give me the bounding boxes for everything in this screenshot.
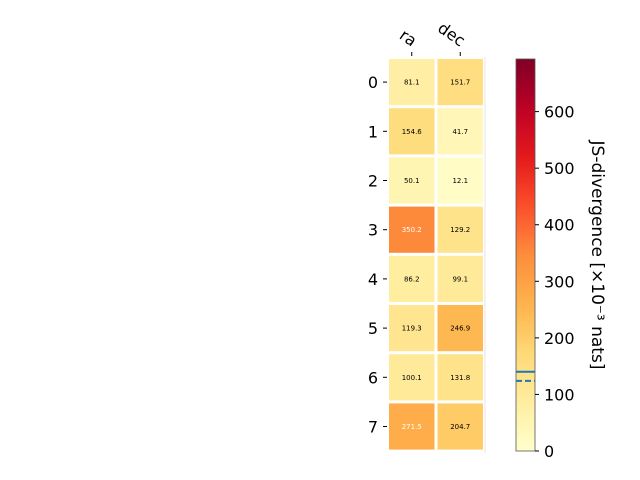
colorbar-tick-label: 200 [544,329,575,348]
colorbar-tick-label: 600 [544,103,575,122]
colorbar-tick-label: 500 [544,159,575,178]
y-axis-tick-label: 7 [368,418,378,437]
cell-value-label: 246.9 [450,325,470,333]
heatmap-cell [437,206,483,253]
heatmap-cell [437,59,483,106]
heatmap-cell [389,305,435,352]
x-axis-tick-labels: ra dec [396,18,469,56]
x-axis-tick-label: ra [396,25,420,50]
colorbar-tick-label: 100 [544,385,575,404]
heatmap-cells [389,57,486,453]
colorbar-label: JS-divergence [×10⁻³ nats] [587,140,607,370]
cell-value-label: 271.5 [402,423,422,431]
heatmap-cell [437,108,483,155]
cell-value-label: 99.1 [452,275,468,283]
cell-value-label: 12.1 [452,177,468,185]
heatmap-cell [437,157,483,204]
heatmap-cell-labels: 81.1 151.7 154.6 41.7 50.1 12.1 350.2 129.2 86.2… [402,79,471,431]
colorbar-tick-label: 0 [544,442,554,461]
heatmap-cell [437,403,483,450]
heatmap-cell [389,206,435,253]
y-axis-tick-label: 6 [368,368,378,387]
cell-value-label: 204.7 [450,423,470,431]
cell-value-label: 86.2 [404,275,420,283]
heatmap-cell [389,59,435,106]
y-axis-tick-label: 3 [368,221,378,240]
heatmap-cell [437,305,483,352]
y-axis-tick-label: 4 [368,270,378,289]
cell-value-label: 41.7 [452,128,468,136]
cell-value-label: 154.6 [402,128,423,136]
heatmap-cell [389,403,435,450]
y-axis-tick-label: 1 [368,122,378,141]
heatmap-cell [437,354,483,401]
cell-value-label: 100.1 [402,374,422,382]
heatmap-cell [389,354,435,401]
x-axis-tick-label: dec [434,18,468,50]
heatmap-cell [389,108,435,155]
heatmap-cell [437,255,483,302]
cell-value-label: 81.1 [404,79,420,87]
cell-value-label: 129.2 [450,226,470,234]
y-axis-tick-label: 5 [368,319,378,338]
colorbar-gradient [515,58,536,452]
heatmap-cell [389,255,435,302]
y-axis-tick-label: 0 [368,73,378,92]
y-axis-tick-label: 2 [368,172,378,191]
y-axis-tick-labels: 0 1 2 3 4 5 6 7 [368,73,387,437]
cell-value-label: 50.1 [404,177,420,185]
cell-value-label: 151.7 [450,79,470,87]
colorbar: 0 100 200 300 400 500 600 [515,58,575,461]
cell-value-label: 350.2 [402,226,422,234]
heatmap-cell [389,157,435,204]
cell-value-label: 131.8 [450,374,470,382]
colorbar-tick-label: 300 [544,272,575,291]
cell-value-label: 119.3 [402,325,422,333]
colorbar-tick-label: 400 [544,216,575,235]
